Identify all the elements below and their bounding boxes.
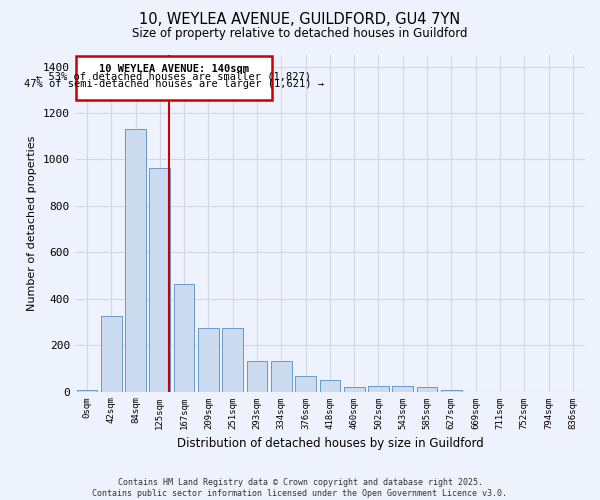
Bar	[149, 168, 170, 392]
Bar	[392, 386, 413, 392]
Bar	[368, 386, 389, 392]
Bar	[295, 376, 316, 392]
Bar	[174, 284, 194, 392]
Bar	[344, 387, 365, 392]
Text: 10, WEYLEA AVENUE, GUILDFORD, GU4 7YN: 10, WEYLEA AVENUE, GUILDFORD, GU4 7YN	[139, 12, 461, 28]
Bar	[125, 130, 146, 392]
X-axis label: Distribution of detached houses by size in Guildford: Distribution of detached houses by size …	[176, 437, 483, 450]
Bar	[77, 390, 97, 392]
Bar	[223, 328, 243, 392]
Text: Contains HM Land Registry data © Crown copyright and database right 2025.
Contai: Contains HM Land Registry data © Crown c…	[92, 478, 508, 498]
Bar	[247, 362, 268, 392]
Bar	[76, 56, 272, 100]
Bar	[417, 387, 437, 392]
Bar	[441, 390, 461, 392]
Bar	[271, 362, 292, 392]
Bar	[101, 316, 122, 392]
Bar	[198, 328, 219, 392]
Text: ← 53% of detached houses are smaller (1,827): ← 53% of detached houses are smaller (1,…	[36, 72, 311, 82]
Y-axis label: Number of detached properties: Number of detached properties	[28, 136, 37, 311]
Text: 47% of semi-detached houses are larger (1,621) →: 47% of semi-detached houses are larger (…	[24, 80, 324, 90]
Text: 10 WEYLEA AVENUE: 140sqm: 10 WEYLEA AVENUE: 140sqm	[99, 64, 249, 74]
Text: Size of property relative to detached houses in Guildford: Size of property relative to detached ho…	[132, 28, 468, 40]
Bar	[320, 380, 340, 392]
